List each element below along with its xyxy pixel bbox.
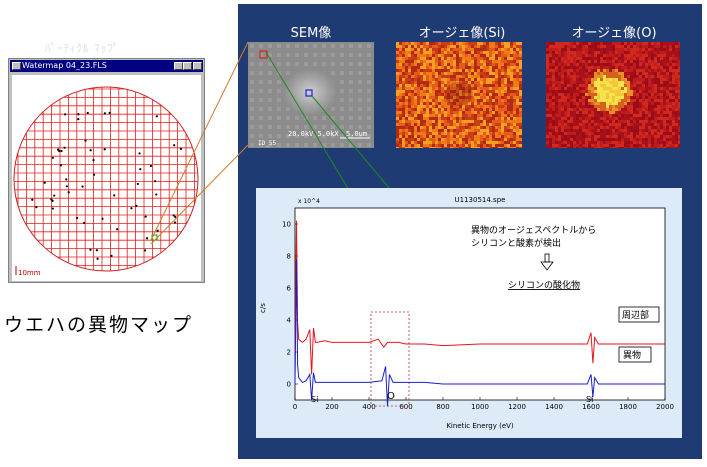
plot-area (294, 207, 666, 401)
x-tick-label: 800 (436, 403, 449, 411)
x-tick-label: 1600 (582, 403, 600, 411)
annotation-line-1: 異物のオージェスペクトルから (471, 224, 596, 236)
x-tick-label: 600 (399, 403, 412, 411)
close-button[interactable] (193, 62, 202, 70)
down-arrow-icon (540, 253, 554, 271)
wafer-map-graphic: 10mm (13, 86, 199, 277)
window-system-icon[interactable] (12, 62, 21, 70)
x-tick-label: 1400 (545, 403, 563, 411)
conclusion-text: シリコンの酸化物 (508, 279, 580, 291)
scale-label: 10mm (18, 269, 41, 277)
peak-label-si-left: Si (311, 395, 318, 404)
sem-info-text: 20.0kV 5.0kX (288, 130, 339, 138)
x-tick-label: 1800 (619, 403, 637, 411)
x-tick-label: 2000 (656, 403, 674, 411)
wafer-map-window[interactable]: Watermap 04_23.FLS 10mm (8, 58, 205, 283)
oxygen-highlight-box (370, 311, 410, 407)
x-tick-label: 1200 (508, 403, 526, 411)
x-tick-label: 400 (362, 403, 375, 411)
x-axis-label: Kinetic Energy (eV) (446, 422, 514, 430)
auger-si-image (396, 42, 522, 148)
sem-scale-text: 5.0um (346, 130, 367, 138)
y-tick-label: 0 (287, 381, 291, 389)
y-tick-label: 10 (282, 221, 291, 229)
auger-si-image-label: オージェ像(Si) (418, 26, 506, 41)
auger-o-image-label: オージェ像(O) (571, 26, 657, 41)
auger-spectrum-chart: U1130514.spe x 10^4 c/s Kinetic Energy (… (256, 188, 682, 438)
sem-image: 20.0kV 5.0kX 5.0um ID_55 (248, 42, 374, 148)
y-tick-label: 4 (287, 317, 292, 325)
axis-ticks: 0 200 400 600 800 1000 1200 1400 1600 1800 2000 0 2 4… (282, 221, 674, 412)
x-tick-label: 1000 (471, 403, 489, 411)
spectrum-series (294, 220, 665, 407)
legend-peripheral-label: 周辺部 (622, 309, 649, 321)
y-multiplier-label: x 10^4 (298, 198, 320, 205)
chart-title: U1130514.spe (455, 196, 506, 204)
minimize-button[interactable] (174, 62, 183, 70)
legend-peripheral-box (618, 306, 660, 323)
wafer-map-faint-title: ﾊﾟｰﾃｨｸﾙ ﾏｯﾌﾟ (45, 42, 120, 55)
wafer-map-caption: ウエハの異物マップ (4, 314, 194, 336)
legend-foreign-label: 異物 (623, 349, 641, 361)
maximize-button[interactable] (183, 62, 192, 70)
sem-id-text: ID_55 (258, 140, 276, 147)
peak-label-si-right: Si (586, 395, 593, 404)
wafer-map-canvas: 10mm (12, 75, 201, 281)
y-tick-label: 2 (287, 349, 291, 357)
wafer-map-window-title: Watermap 04_23.FLS (22, 61, 107, 70)
y-tick-label: 8 (287, 253, 291, 261)
y-tick-label: 6 (287, 285, 292, 293)
sem-image-label: SEM像 (290, 26, 332, 41)
annotation-line-2: シリコンと酸素が検出 (471, 237, 561, 249)
y-axis-label: c/s (259, 303, 267, 313)
legend-foreign-box (618, 346, 652, 363)
peak-label-o: O (387, 391, 395, 402)
auger-o-image (546, 42, 680, 148)
x-tick-label: 200 (325, 403, 338, 411)
series-line-peripheral (294, 220, 665, 375)
series-line-foreign (294, 259, 665, 407)
wafer-map-titlebar[interactable]: Watermap 04_23.FLS (10, 60, 203, 72)
x-tick-label: 0 (293, 403, 297, 411)
